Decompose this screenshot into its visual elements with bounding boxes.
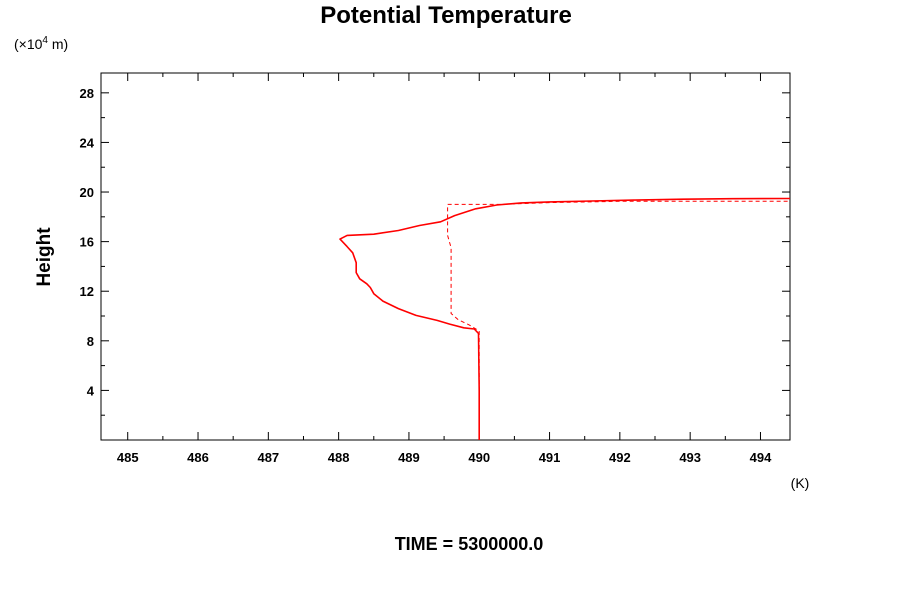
x-tick-label: 485 (117, 450, 139, 465)
x-tick-label: 494 (750, 450, 772, 465)
x-tick-label: 490 (468, 450, 490, 465)
x-tick-label: 486 (187, 450, 209, 465)
y-unit-pre: (×10 (14, 36, 43, 52)
y-tick-label: 8 (87, 334, 94, 349)
x-tick-label: 487 (257, 450, 279, 465)
y-tick-label: 24 (80, 135, 95, 150)
x-tick-label: 491 (539, 450, 561, 465)
y-unit-exponent: 4 (42, 35, 48, 46)
y-axis-label: Height (34, 227, 55, 287)
y-tick-label: 4 (87, 383, 95, 398)
y-tick-label: 20 (80, 185, 94, 200)
plot-area (100, 72, 791, 441)
x-tick-label: 488 (328, 450, 350, 465)
series-layer (339, 197, 791, 440)
chart-title: Potential Temperature (320, 2, 572, 29)
y-tick-label: 12 (80, 284, 94, 299)
x-unit-label: (K) (791, 475, 810, 491)
x-tick-label: 493 (679, 450, 701, 465)
x-axis-ticks: 485 486 487 488 489 490 491 492 493 494 (117, 73, 772, 465)
series-line-dashed (447, 200, 790, 440)
y-tick-label: 28 (80, 86, 94, 101)
plot-frame (100, 72, 791, 441)
x-tick-label: 489 (398, 450, 420, 465)
y-unit-post: m) (48, 36, 68, 52)
series-line-solid (339, 197, 791, 440)
time-footer: TIME = 5300000.0 (395, 534, 544, 554)
x-tick-label: 492 (609, 450, 631, 465)
y-axis-ticks: 4 8 12 16 20 24 28 (80, 86, 790, 416)
y-tick-label: 16 (80, 235, 94, 250)
y-unit-label: (×104 m) (14, 35, 68, 52)
